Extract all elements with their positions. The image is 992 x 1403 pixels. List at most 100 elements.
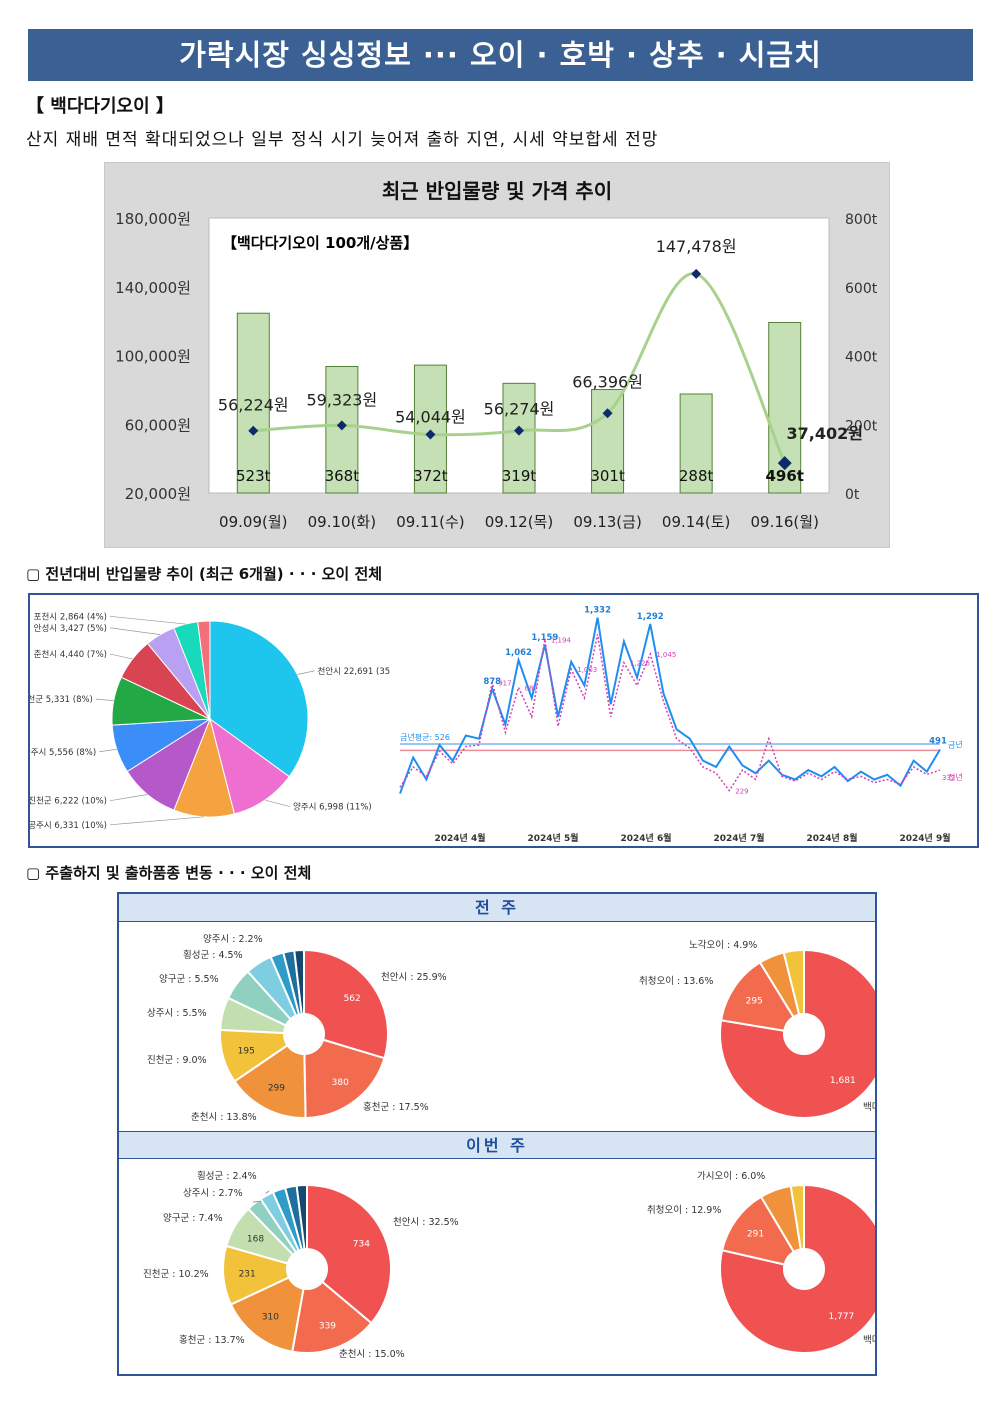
donut-slice-label: 노각오이 : 4.9% bbox=[689, 939, 757, 951]
donut-slice-label: 진천군 : 10.2% bbox=[143, 1269, 209, 1280]
pie-slice-label: 공주시 6,331 (10%) bbox=[30, 821, 107, 831]
donut-slice-label: 진천군 : 9.0% bbox=[147, 1055, 207, 1066]
pie-leader-line bbox=[95, 698, 114, 701]
donut-slice-label: 천안시 : 25.9% bbox=[381, 972, 447, 983]
yoy-panel: 천안시 22,691 (35%) 양주시 6,998 (11%) 공주시 6,331… bbox=[28, 593, 979, 848]
donut-slice-label: 춘천시 : 13.8% bbox=[191, 1112, 257, 1123]
month-tick-label: 2024년 6월 bbox=[620, 832, 671, 844]
donut-slice-label: 양주시 : 2.2% bbox=[203, 934, 263, 945]
price-tick-label: 180,000원 bbox=[115, 210, 191, 228]
donut-slice-label: 백다다기오이 : 77.6% bbox=[863, 1102, 875, 1113]
donut-slice-label: 춘천시 : 15.0% bbox=[339, 1349, 405, 1360]
section-title: 【 백다다기오이 】 bbox=[26, 96, 174, 117]
pie-slice-label: 진천군 6,222 (10%) bbox=[30, 796, 107, 807]
last-year-value-label: 1,226 bbox=[630, 660, 651, 668]
price-marker bbox=[336, 420, 347, 431]
price-data-label: 56,274원 bbox=[484, 400, 555, 419]
donut-slice bbox=[303, 1038, 386, 1120]
yoy-heading: ▢ 전년대비 반입물량 추이 (최근 6개월) · · · 오이 전체 bbox=[26, 565, 383, 583]
shares-panel: 전 주 562 천안시 : 25.9% 380 홍천군 : 17.5% 299 춘천시 :… bbox=[117, 892, 877, 1376]
donut-value-label: 562 bbox=[344, 994, 361, 1004]
donut-value-label: 299 bbox=[268, 1083, 285, 1093]
pie-slice-label: 포천시 2,864 (4%) bbox=[34, 611, 107, 622]
volume-bar bbox=[679, 393, 713, 494]
donut-value-label: 1,777 bbox=[828, 1312, 854, 1322]
category-tick-label: 09.14(토) bbox=[662, 513, 730, 531]
donut-slice bbox=[789, 1183, 805, 1251]
price-data-label: 56,224원 bbox=[218, 396, 289, 415]
donut-value-label: 734 bbox=[353, 1240, 370, 1250]
pie-slice bbox=[209, 620, 309, 778]
donut-slice-label: 취청오이 : 12.9% bbox=[647, 1205, 721, 1216]
prev-week-origin-donut: 562 천안시 : 25.9% 380 홍천군 : 17.5% 299 춘천시 : 13.… bbox=[147, 934, 447, 1123]
chart-annotation: 【백다다기오이 100개/상품】 bbox=[222, 234, 418, 252]
donut-value-label: 295 bbox=[746, 997, 763, 1007]
series-legend-label: 전년 bbox=[948, 772, 963, 782]
donut-slice-label: 상주시 : 5.5% bbox=[147, 1008, 207, 1019]
pie-slice-label: 양주시 6,998 (11%) bbox=[293, 802, 372, 813]
month-tick-label: 2024년 8월 bbox=[806, 832, 857, 844]
donut-slice bbox=[303, 948, 389, 1060]
donut-slice bbox=[306, 1183, 392, 1325]
volume-data-label: 496t bbox=[765, 467, 803, 485]
donut-slice-label: 백다다기오이 : 78.6% bbox=[863, 1335, 875, 1346]
price-marker bbox=[777, 456, 792, 471]
volume-tick-label: 600t bbox=[845, 281, 878, 297]
donut-slice bbox=[719, 1183, 875, 1354]
pie-slice-label: 홍천군 5,331 (8%) bbox=[30, 694, 93, 705]
category-tick-label: 09.12(목) bbox=[485, 513, 553, 531]
price-data-label: 54,044원 bbox=[395, 407, 466, 426]
donut-slice-label: 취청오이 : 13.6% bbox=[639, 976, 713, 987]
donut-slice-label: 상주시 : 2.7% bbox=[183, 1188, 243, 1199]
volume-price-chart: 최근 반입물량 및 가격 추이 【백다다기오이 100개/상품】 20,000원 6… bbox=[104, 162, 890, 548]
origin-share-pie: 천안시 22,691 (35%) 양주시 6,998 (11%) 공주시 6,331… bbox=[30, 611, 390, 831]
page-title-banner: 가락시장 싱싱정보 ··· 오이 · 호박 · 상추 · 시금치 bbox=[28, 29, 973, 81]
category-tick-label: 09.10(화) bbox=[308, 513, 376, 531]
pie-leader-line bbox=[297, 670, 315, 675]
category-tick-label: 09.13(금) bbox=[573, 513, 641, 531]
pie-leader-line bbox=[109, 794, 148, 802]
price-marker bbox=[425, 429, 436, 440]
donut-value-label: 380 bbox=[332, 1078, 349, 1088]
pie-leader-line bbox=[109, 816, 204, 826]
month-tick-label: 2024년 5월 bbox=[527, 832, 578, 844]
donut-slice bbox=[719, 948, 875, 1119]
volume-data-label: 372t bbox=[413, 467, 448, 485]
volume-tick-label: 400t bbox=[845, 350, 878, 366]
donut-slice-label: 천안시 : 32.5% bbox=[393, 1217, 459, 1228]
series-this-year bbox=[399, 617, 941, 794]
price-line bbox=[253, 272, 787, 464]
price-marker bbox=[691, 268, 702, 279]
pie-leader-line bbox=[109, 627, 161, 635]
donut-value-label: 1,681 bbox=[830, 1076, 856, 1086]
donut-slice bbox=[782, 948, 805, 1016]
donut-slice bbox=[295, 1183, 308, 1251]
price-tick-label: 20,000원 bbox=[125, 485, 191, 503]
price-tick-label: 100,000원 bbox=[115, 348, 191, 366]
pie-leader-line bbox=[99, 748, 117, 753]
pie-slice-label: 상주시 5,556 (8%) bbox=[30, 747, 96, 758]
pie-slice-label: 천안시 22,691 (35%) bbox=[317, 666, 390, 677]
pie-leader-line bbox=[264, 799, 291, 808]
volume-bar bbox=[502, 382, 536, 494]
price-data-label: 147,478원 bbox=[656, 237, 737, 256]
month-tick-label: 2024년 4월 bbox=[434, 832, 485, 844]
pie-slice-label: 춘천시 4,440 (7%) bbox=[34, 649, 107, 660]
price-data-label: 59,323원 bbox=[306, 390, 377, 409]
volume-data-label: 368t bbox=[325, 467, 360, 485]
shares-heading: ▢ 주출하지 및 출하품종 변동 · · · 오이 전체 bbox=[26, 864, 312, 882]
last-year-value-label: 917 bbox=[498, 680, 511, 688]
donut-value-label: 291 bbox=[747, 1230, 764, 1240]
price-marker bbox=[514, 425, 524, 436]
pie-leader-line bbox=[109, 653, 133, 660]
volume-data-label: 523t bbox=[236, 467, 271, 485]
donut-value-label: 339 bbox=[319, 1321, 336, 1331]
pie-leader-line bbox=[109, 615, 186, 625]
volume-bar bbox=[236, 312, 270, 494]
donut-slice bbox=[233, 1043, 307, 1119]
price-tick-label: 140,000원 bbox=[115, 279, 191, 297]
market-summary: 산지 재배 면적 확대되었으나 일부 정식 시기 늦어져 출하 지연, 시세 약… bbox=[26, 130, 659, 150]
last-year-value-label: 1,194 bbox=[551, 636, 572, 644]
prev-week-variety-donut: 1,681 백다다기오이 : 77.6% 295 취청오이 : 13.6% 노각오이 :… bbox=[639, 939, 875, 1119]
